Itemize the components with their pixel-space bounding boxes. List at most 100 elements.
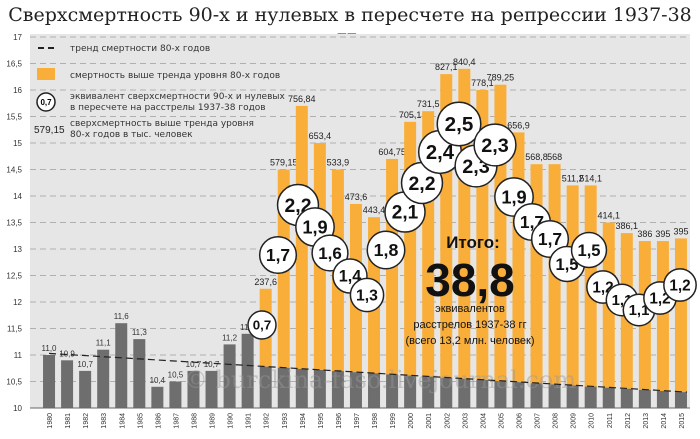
base-bar [494, 381, 507, 408]
excess-value-label: 568,8 [525, 152, 548, 162]
equivalent-label: 2,3 [481, 135, 509, 157]
base-bar [295, 368, 308, 408]
equivalent-label: 1,1 [629, 302, 650, 319]
equivalent-circle [258, 235, 298, 275]
x-tick-label: 2013 [643, 413, 650, 429]
excess-value-label: 579,15 [270, 158, 298, 168]
equivalent-label: 2,2 [409, 173, 436, 195]
excess-bar [566, 185, 579, 386]
equivalent-label: 1,3 [356, 287, 378, 304]
excess-value-label: 568 [547, 152, 562, 162]
summary-value: 38,8 [425, 254, 515, 306]
base-bar [259, 366, 272, 408]
excess-value-label: 395 [655, 229, 670, 239]
x-tick-label: 2015 [679, 413, 686, 429]
equivalent-label: 1,5 [555, 255, 578, 274]
x-tick-label: 2007 [535, 413, 542, 429]
equivalent-circle [436, 101, 482, 147]
equivalent-label: 1,5 [577, 241, 600, 260]
y-tick-label: 13,5 [6, 219, 22, 228]
equivalent-circle [349, 277, 385, 313]
y-tick-label: 11 [14, 351, 23, 360]
y-tick-label: 10 [13, 404, 22, 413]
base-bar [61, 360, 74, 408]
base-bar [422, 376, 435, 408]
equivalent-label: 1,7 [538, 229, 562, 249]
equivalent-label: 1,7 [266, 245, 290, 265]
y-tick-label: 15,5 [6, 113, 22, 122]
base-bar [638, 389, 651, 408]
x-tick-label: 1985 [137, 413, 144, 429]
trend-line [48, 352, 688, 393]
equivalent-circle [473, 123, 517, 167]
x-tick-label: 1984 [119, 413, 126, 429]
excess-value-label: 237,6 [254, 277, 277, 287]
summary-line: (всего 13,2 млн. человек) [405, 335, 534, 347]
x-tick-label: 1996 [336, 413, 343, 429]
base-value-label: 11,6 [114, 312, 130, 321]
excess-bar [656, 241, 669, 391]
legend-excess-label: смертность выше тренда уровня 80-х годов [70, 71, 280, 81]
y-tick-label: 11,5 [7, 325, 23, 334]
base-bar [223, 344, 236, 408]
excess-value-label: 656,9 [507, 120, 530, 130]
y-tick-label: 13 [13, 245, 22, 254]
base-bar [43, 355, 56, 408]
base-value-label: 11,3 [132, 328, 148, 337]
base-bar [115, 323, 128, 408]
x-tick-label: 1981 [65, 413, 72, 429]
equivalent-label: 1,4 [339, 268, 361, 286]
y-tick-label: 12 [13, 298, 22, 307]
base-bar [313, 369, 326, 408]
excess-value-label: 705,1 [399, 110, 422, 120]
excess-value-label: 827,1 [435, 62, 458, 72]
equivalent-circle [311, 234, 349, 272]
base-bar [458, 378, 471, 408]
base-value-label: 11,1 [96, 339, 112, 348]
equivalent-label: 1,9 [302, 217, 327, 237]
y-tick-label: 12,5 [6, 272, 22, 281]
excess-value-label: 514,1 [579, 173, 602, 183]
y-tick-label: 15 [13, 139, 22, 148]
base-bar [386, 374, 399, 408]
y-tick-label: 17 [13, 33, 22, 42]
summary-line: расстрелов 1937-38 гг [413, 319, 526, 331]
legend-number-label: 80-х годов в тыс. человек [70, 130, 193, 140]
x-tick-label: 2003 [462, 413, 469, 429]
base-bar [277, 367, 290, 408]
x-tick-label: 2009 [571, 413, 578, 429]
base-bar [548, 384, 561, 408]
base-bar [530, 383, 543, 408]
excess-value-label: 840,4 [453, 57, 476, 67]
legend-circle-label: в пересчете на расстрелы 1937-38 годов [70, 103, 266, 113]
x-tick-label: 1992 [264, 413, 271, 429]
base-value-label: 10,7 [204, 360, 220, 369]
equivalent-circle [570, 231, 608, 269]
base-value-label: 10,7 [186, 360, 202, 369]
base-bar [602, 387, 615, 408]
x-tick-label: 2008 [553, 413, 560, 429]
y-tick-label: 10,5 [6, 378, 22, 387]
x-tick-label: 2005 [498, 413, 505, 429]
equivalent-label: 1,6 [318, 244, 342, 263]
legend-circle-label: эквивалент сверхсмертности 90-х и нулевы… [70, 92, 285, 102]
x-tick-label: 1988 [191, 413, 198, 429]
base-bar [241, 333, 254, 408]
equivalent-label: 1,2 [649, 290, 670, 307]
excess-value-label: 395 [673, 226, 688, 236]
x-tick-label: 1997 [354, 413, 361, 429]
summary-label: Итого: [446, 233, 500, 252]
x-tick-label: 1991 [246, 413, 253, 429]
legend-trend-label: тренд смертности 80-х годов [70, 44, 210, 54]
y-tick-label: 16,5 [6, 60, 22, 69]
base-bar [151, 386, 164, 408]
x-tick-label: 2011 [607, 413, 614, 428]
equivalent-circle [247, 310, 277, 340]
x-tick-label: 1999 [390, 413, 397, 429]
legend-number-sample: 579,15 [34, 125, 65, 136]
excess-value-label: 386 [637, 229, 652, 239]
excess-value-label: 604,75 [378, 147, 406, 157]
base-bar [566, 385, 579, 408]
x-tick-label: 2000 [408, 413, 415, 429]
x-tick-label: 1989 [210, 413, 217, 429]
